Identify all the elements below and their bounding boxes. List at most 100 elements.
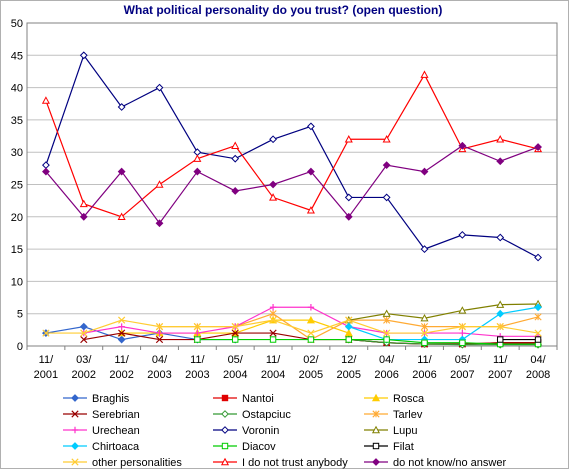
x-tick-label-year: 2001 xyxy=(34,369,58,381)
data-point-diacov xyxy=(194,336,201,343)
x-tick-label-month: 03/ xyxy=(76,354,92,366)
data-point-do-not-know-no-answer xyxy=(155,219,164,228)
series-voronin xyxy=(42,51,542,262)
data-point-rosca xyxy=(306,315,315,324)
series-line-i-do-not-trust-anybody xyxy=(45,73,539,218)
legend-item-serebrian: Serebrian xyxy=(63,409,140,421)
data-point-voronin xyxy=(382,193,391,202)
legend-item-diacov: Diacov xyxy=(213,441,276,453)
data-point-lupu xyxy=(420,313,429,322)
x-tick-label-year: 2007 xyxy=(488,369,512,381)
data-point-do-not-know-no-answer xyxy=(117,167,126,176)
legend-item-lupu: Lupu xyxy=(364,425,417,437)
legend-item-voronin: Voronin xyxy=(213,425,279,437)
data-point-other-personalities xyxy=(80,329,88,337)
data-point-lupu xyxy=(458,306,467,314)
data-point-do-not-know-no-answer xyxy=(344,212,353,221)
legend-label-serebrian: Serebrian xyxy=(92,409,140,421)
x-tick-label-month: 04/ xyxy=(379,354,395,366)
x-tick-label-year: 2005 xyxy=(299,369,323,381)
x-tick-label-year: 2002 xyxy=(109,369,133,381)
series-line-other-personalities xyxy=(45,319,539,334)
x-tick-label-year: 2004 xyxy=(261,369,285,381)
y-tick-label: 50 xyxy=(11,18,23,30)
data-point-lupu xyxy=(496,300,505,308)
data-point-tarlev xyxy=(420,323,429,331)
y-tick-label: 0 xyxy=(17,341,23,353)
data-point-chirtoaca xyxy=(496,309,505,318)
legend-item-i-do-not-trust-anybody: I do not trust anybody xyxy=(213,457,348,469)
data-point-other-personalities xyxy=(269,316,277,324)
legend-marker-voronin xyxy=(221,426,229,434)
data-point-filat xyxy=(497,336,504,343)
legend-marker-urechean xyxy=(71,426,79,434)
data-point-other-personalities xyxy=(345,316,353,324)
data-point-chirtoaca xyxy=(344,322,353,331)
data-point-diacov xyxy=(269,336,277,343)
legend-marker-do-not-know-no-answer xyxy=(372,458,380,466)
y-tick-label: 10 xyxy=(11,276,23,288)
legend-item-filat: Filat xyxy=(364,441,414,453)
data-point-lupu xyxy=(382,309,391,317)
x-tick-label-month: 11/ xyxy=(39,354,54,366)
legend-marker-i-do-not-trust-anybody xyxy=(220,457,230,466)
data-point-other-personalities xyxy=(458,322,466,331)
chart-title: What political personality do you trust?… xyxy=(124,3,443,17)
data-point-voronin xyxy=(420,245,429,254)
legend-marker-nantoi xyxy=(221,394,229,402)
x-tick-label-month: 11/ xyxy=(266,354,281,366)
legend-label-rosca: Rosca xyxy=(393,393,425,405)
data-point-braghis xyxy=(79,322,88,331)
x-tick-label-month: 11/ xyxy=(114,354,129,366)
data-point-i-do-not-trust-anybody xyxy=(117,212,126,220)
data-point-serebrian xyxy=(80,335,88,344)
legend-marker-other-personalities xyxy=(71,458,79,466)
y-tick-label: 25 xyxy=(11,180,23,192)
data-point-i-do-not-trust-anybody xyxy=(41,96,50,104)
series-line-diacov xyxy=(197,338,539,345)
data-point-i-do-not-trust-anybody xyxy=(306,206,315,214)
data-point-urechean xyxy=(118,323,125,330)
y-tick-label: 35 xyxy=(11,115,23,127)
legend-label-do-not-know-no-answer: do not know/no answer xyxy=(393,457,506,469)
series-diacov xyxy=(194,336,542,348)
legend-label-urechean: Urechean xyxy=(92,425,140,437)
x-tick-label-year: 2008 xyxy=(526,369,550,381)
x-tick-label-month: 12/ xyxy=(341,354,357,366)
series-i-do-not-trust-anybody xyxy=(41,70,543,220)
data-point-do-not-know-no-answer xyxy=(496,157,505,166)
series-line-lupu xyxy=(348,303,539,321)
data-point-other-personalities xyxy=(496,322,504,331)
legend-marker-diacov xyxy=(221,442,229,450)
data-point-diacov xyxy=(232,336,239,343)
data-point-serebrian xyxy=(155,335,164,344)
data-point-serebrian xyxy=(118,329,126,337)
data-point-diacov xyxy=(345,336,352,343)
data-point-tarlev xyxy=(534,313,542,321)
legend-marker-serebrian xyxy=(71,410,79,418)
y-tick-label: 15 xyxy=(11,244,23,256)
data-point-voronin xyxy=(307,122,315,131)
data-point-diacov xyxy=(307,336,315,343)
grid-layer xyxy=(27,54,557,315)
legend-item-other-personalities: other personalities xyxy=(63,457,182,469)
legend-marker-ostapciuc xyxy=(221,410,229,418)
legend-marker-braghis xyxy=(71,394,79,402)
series-line-do-not-know-no-answer xyxy=(45,145,539,225)
data-point-i-do-not-trust-anybody xyxy=(269,193,278,201)
data-point-do-not-know-no-answer xyxy=(231,187,240,195)
x-tick-label-year: 2006 xyxy=(374,369,398,381)
data-point-voronin xyxy=(534,253,542,262)
legend-label-nantoi: Nantoi xyxy=(242,393,274,405)
legend-label-other-personalities: other personalities xyxy=(92,457,182,469)
legend-marker-lupu xyxy=(371,425,381,434)
data-point-filat xyxy=(534,336,542,343)
series-chirtoaca xyxy=(344,303,542,344)
series-do-not-know-no-answer xyxy=(42,141,542,228)
data-point-serebrian xyxy=(231,329,239,337)
data-point-other-personalities xyxy=(155,322,164,331)
legend-item-rosca: Rosca xyxy=(364,393,425,405)
data-point-do-not-know-no-answer xyxy=(307,167,315,176)
y-tick-label: 45 xyxy=(11,50,23,62)
